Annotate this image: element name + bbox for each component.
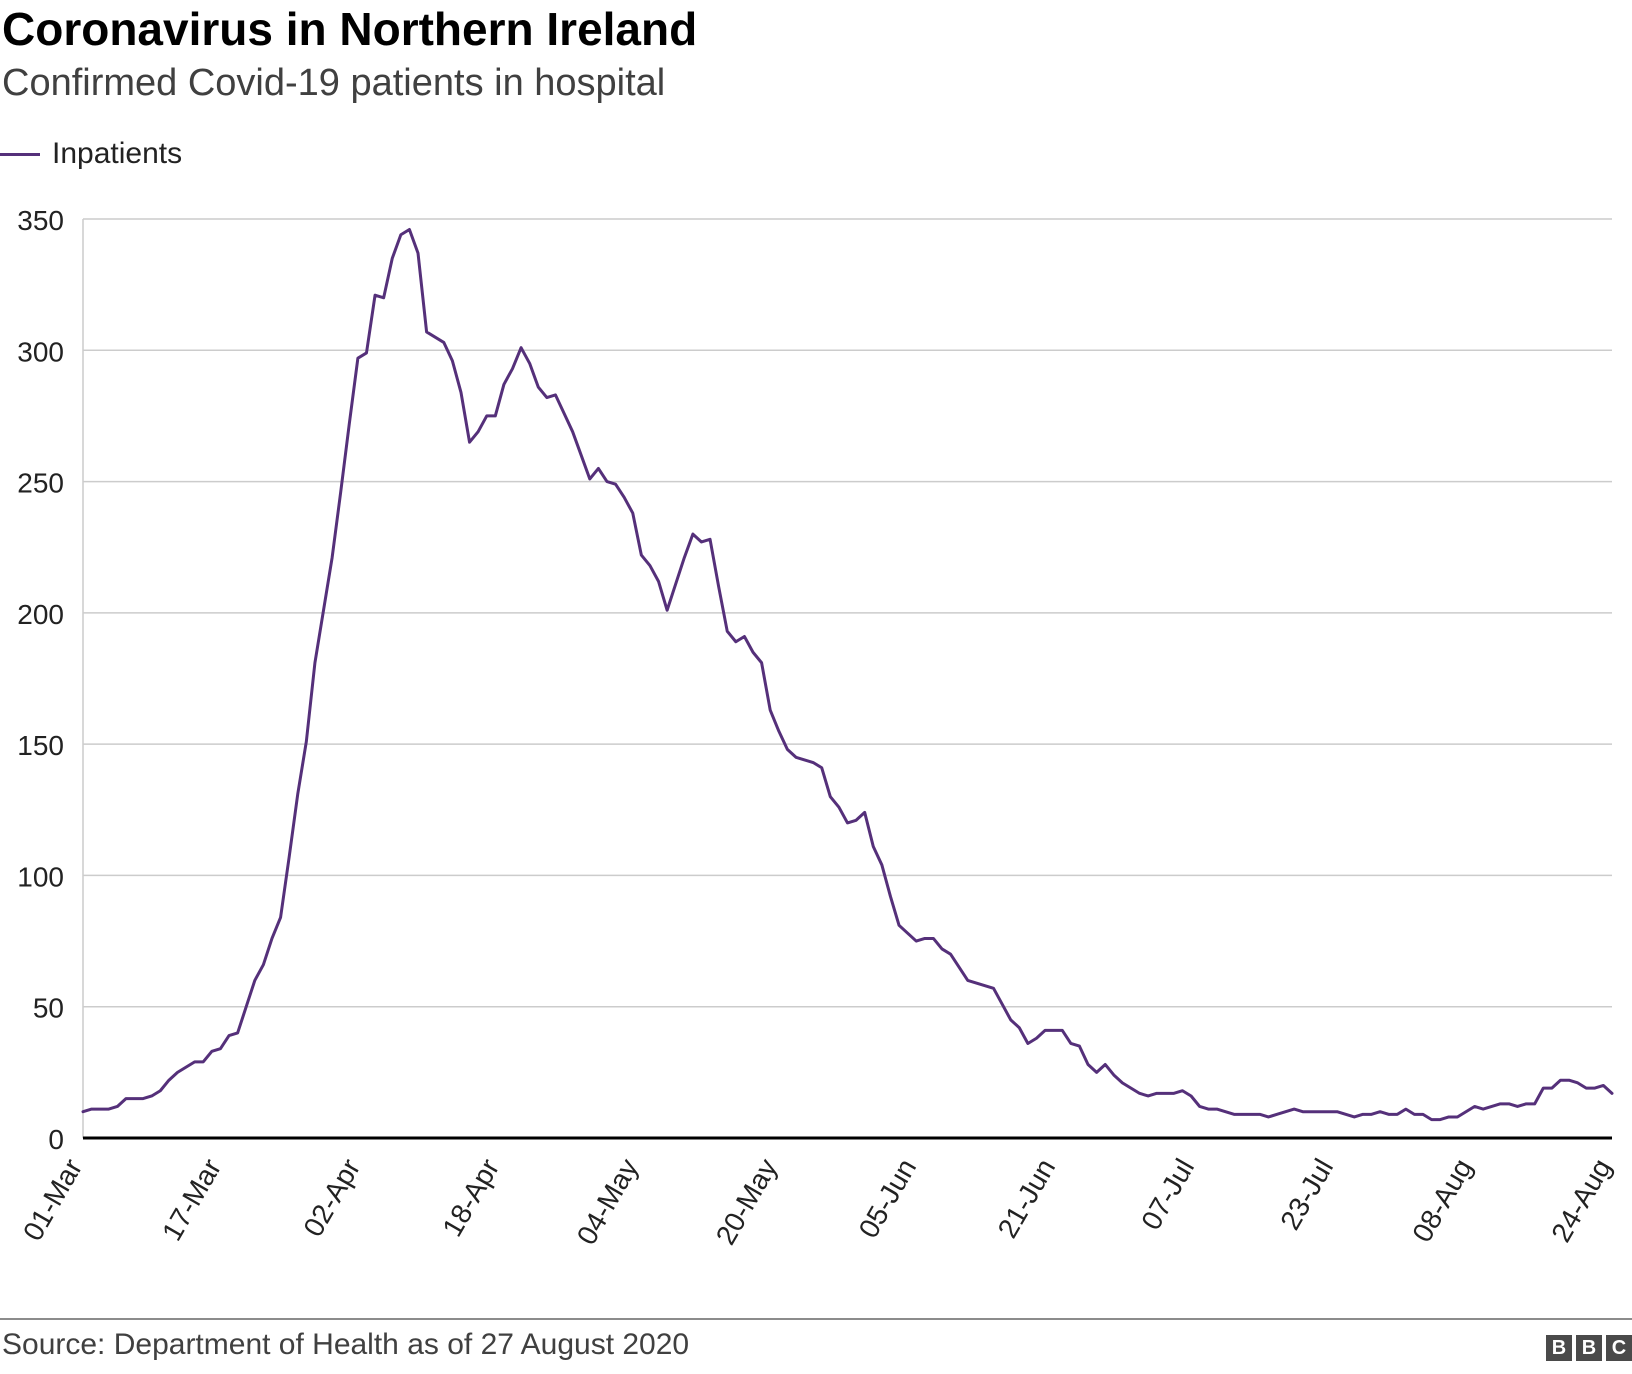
x-tick-label: 23-Jul [1274, 1154, 1339, 1236]
y-tick-label: 100 [17, 861, 64, 892]
footer-divider [0, 1318, 1632, 1320]
x-tick-label: 04-May [571, 1154, 645, 1250]
legend: Inpatients [0, 136, 182, 172]
x-tick-label: 24-Aug [1545, 1154, 1617, 1248]
bbc-logo-letter: C [1606, 1335, 1632, 1361]
x-tick-label: 08-Aug [1406, 1154, 1478, 1248]
line-chart: 0 50 100 150 200 250 300 350 01-Mar 17-Mar 02-Apr 1… [17, 205, 1617, 1250]
x-tick-label: 05-Jun [853, 1154, 923, 1244]
y-tick-label: 150 [17, 730, 64, 761]
bbc-logo-letter: B [1576, 1335, 1602, 1361]
x-tick-label: 01-Mar [17, 1154, 88, 1246]
bbc-logo-letter: B [1546, 1335, 1572, 1361]
y-tick-label: 200 [17, 599, 64, 630]
legend-swatch-inpatients [0, 152, 40, 156]
series-line-inpatients [81, 228, 1614, 1122]
legend-label-inpatients: Inpatients [52, 137, 183, 170]
y-tick-label: 350 [17, 205, 64, 236]
y-tick-label: 50 [33, 993, 64, 1024]
x-tick-label: 21-Jun [992, 1154, 1062, 1244]
y-tick-label: 0 [48, 1124, 64, 1155]
x-tick-label: 02-Apr [297, 1154, 366, 1242]
x-tick-label: 20-May [710, 1154, 784, 1250]
x-tick-label: 18-Apr [436, 1154, 505, 1242]
bbc-logo: B B C [1546, 1335, 1632, 1361]
x-tick-label: 17-Mar [156, 1154, 227, 1246]
chart-subtitle: Confirmed Covid-19 patients in hospital [2, 62, 666, 104]
x-tick-label: 07-Jul [1135, 1154, 1200, 1236]
chart-title: Coronavirus in Northern Ireland [2, 3, 698, 55]
source-note: Source: Department of Health as of 27 Au… [2, 1328, 690, 1361]
y-tick-label: 300 [17, 336, 64, 367]
y-tick-label: 250 [17, 468, 64, 499]
